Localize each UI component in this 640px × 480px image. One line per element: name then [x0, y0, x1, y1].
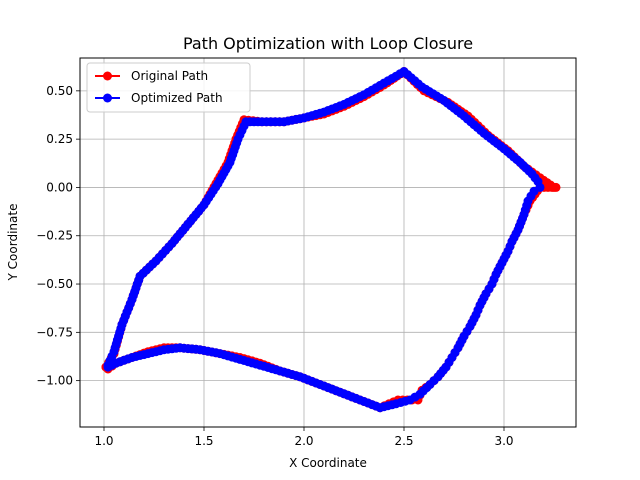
y-axis-ticks: −1.00 −0.75 −0.50 −0.25 0.00 0.25 0.50 [36, 84, 80, 388]
y-tick-label: −0.25 [36, 229, 73, 243]
legend-box [86, 62, 251, 113]
optimized-path-point [103, 362, 113, 372]
x-axis-ticks: 1.0 1.5 2.0 2.5 3.0 [94, 427, 514, 448]
optimized-path-series [103, 67, 545, 413]
x-tick-label: 3.0 [494, 434, 513, 448]
x-tick-label: 2.5 [394, 434, 413, 448]
plot-area-frame [79, 57, 577, 428]
x-tick-label: 1.0 [94, 434, 113, 448]
plot-area-background [80, 58, 576, 427]
series-layer [101, 67, 561, 413]
y-tick-label: 0.50 [46, 84, 73, 98]
y-tick-label: −1.00 [36, 374, 73, 388]
legend-optimized-label: Optimized Path [131, 91, 223, 105]
legend-optimized-marker [103, 93, 112, 103]
x-axis-label: X Coordinate [289, 456, 367, 470]
legend: Original Path Optimized Path [86, 62, 251, 113]
chart-title: Path Optimization with Loop Closure [183, 34, 473, 53]
y-tick-label: −0.50 [36, 277, 73, 291]
y-tick-label: −0.75 [36, 325, 73, 339]
legend-original-marker [103, 71, 112, 81]
y-tick-label: 0.25 [46, 132, 73, 146]
y-tick-label: 0.00 [46, 180, 73, 194]
y-axis-label: Y Coordinate [6, 204, 20, 282]
x-tick-label: 2.0 [294, 434, 313, 448]
x-tick-label: 1.5 [194, 434, 213, 448]
legend-original-label: Original Path [131, 69, 208, 83]
